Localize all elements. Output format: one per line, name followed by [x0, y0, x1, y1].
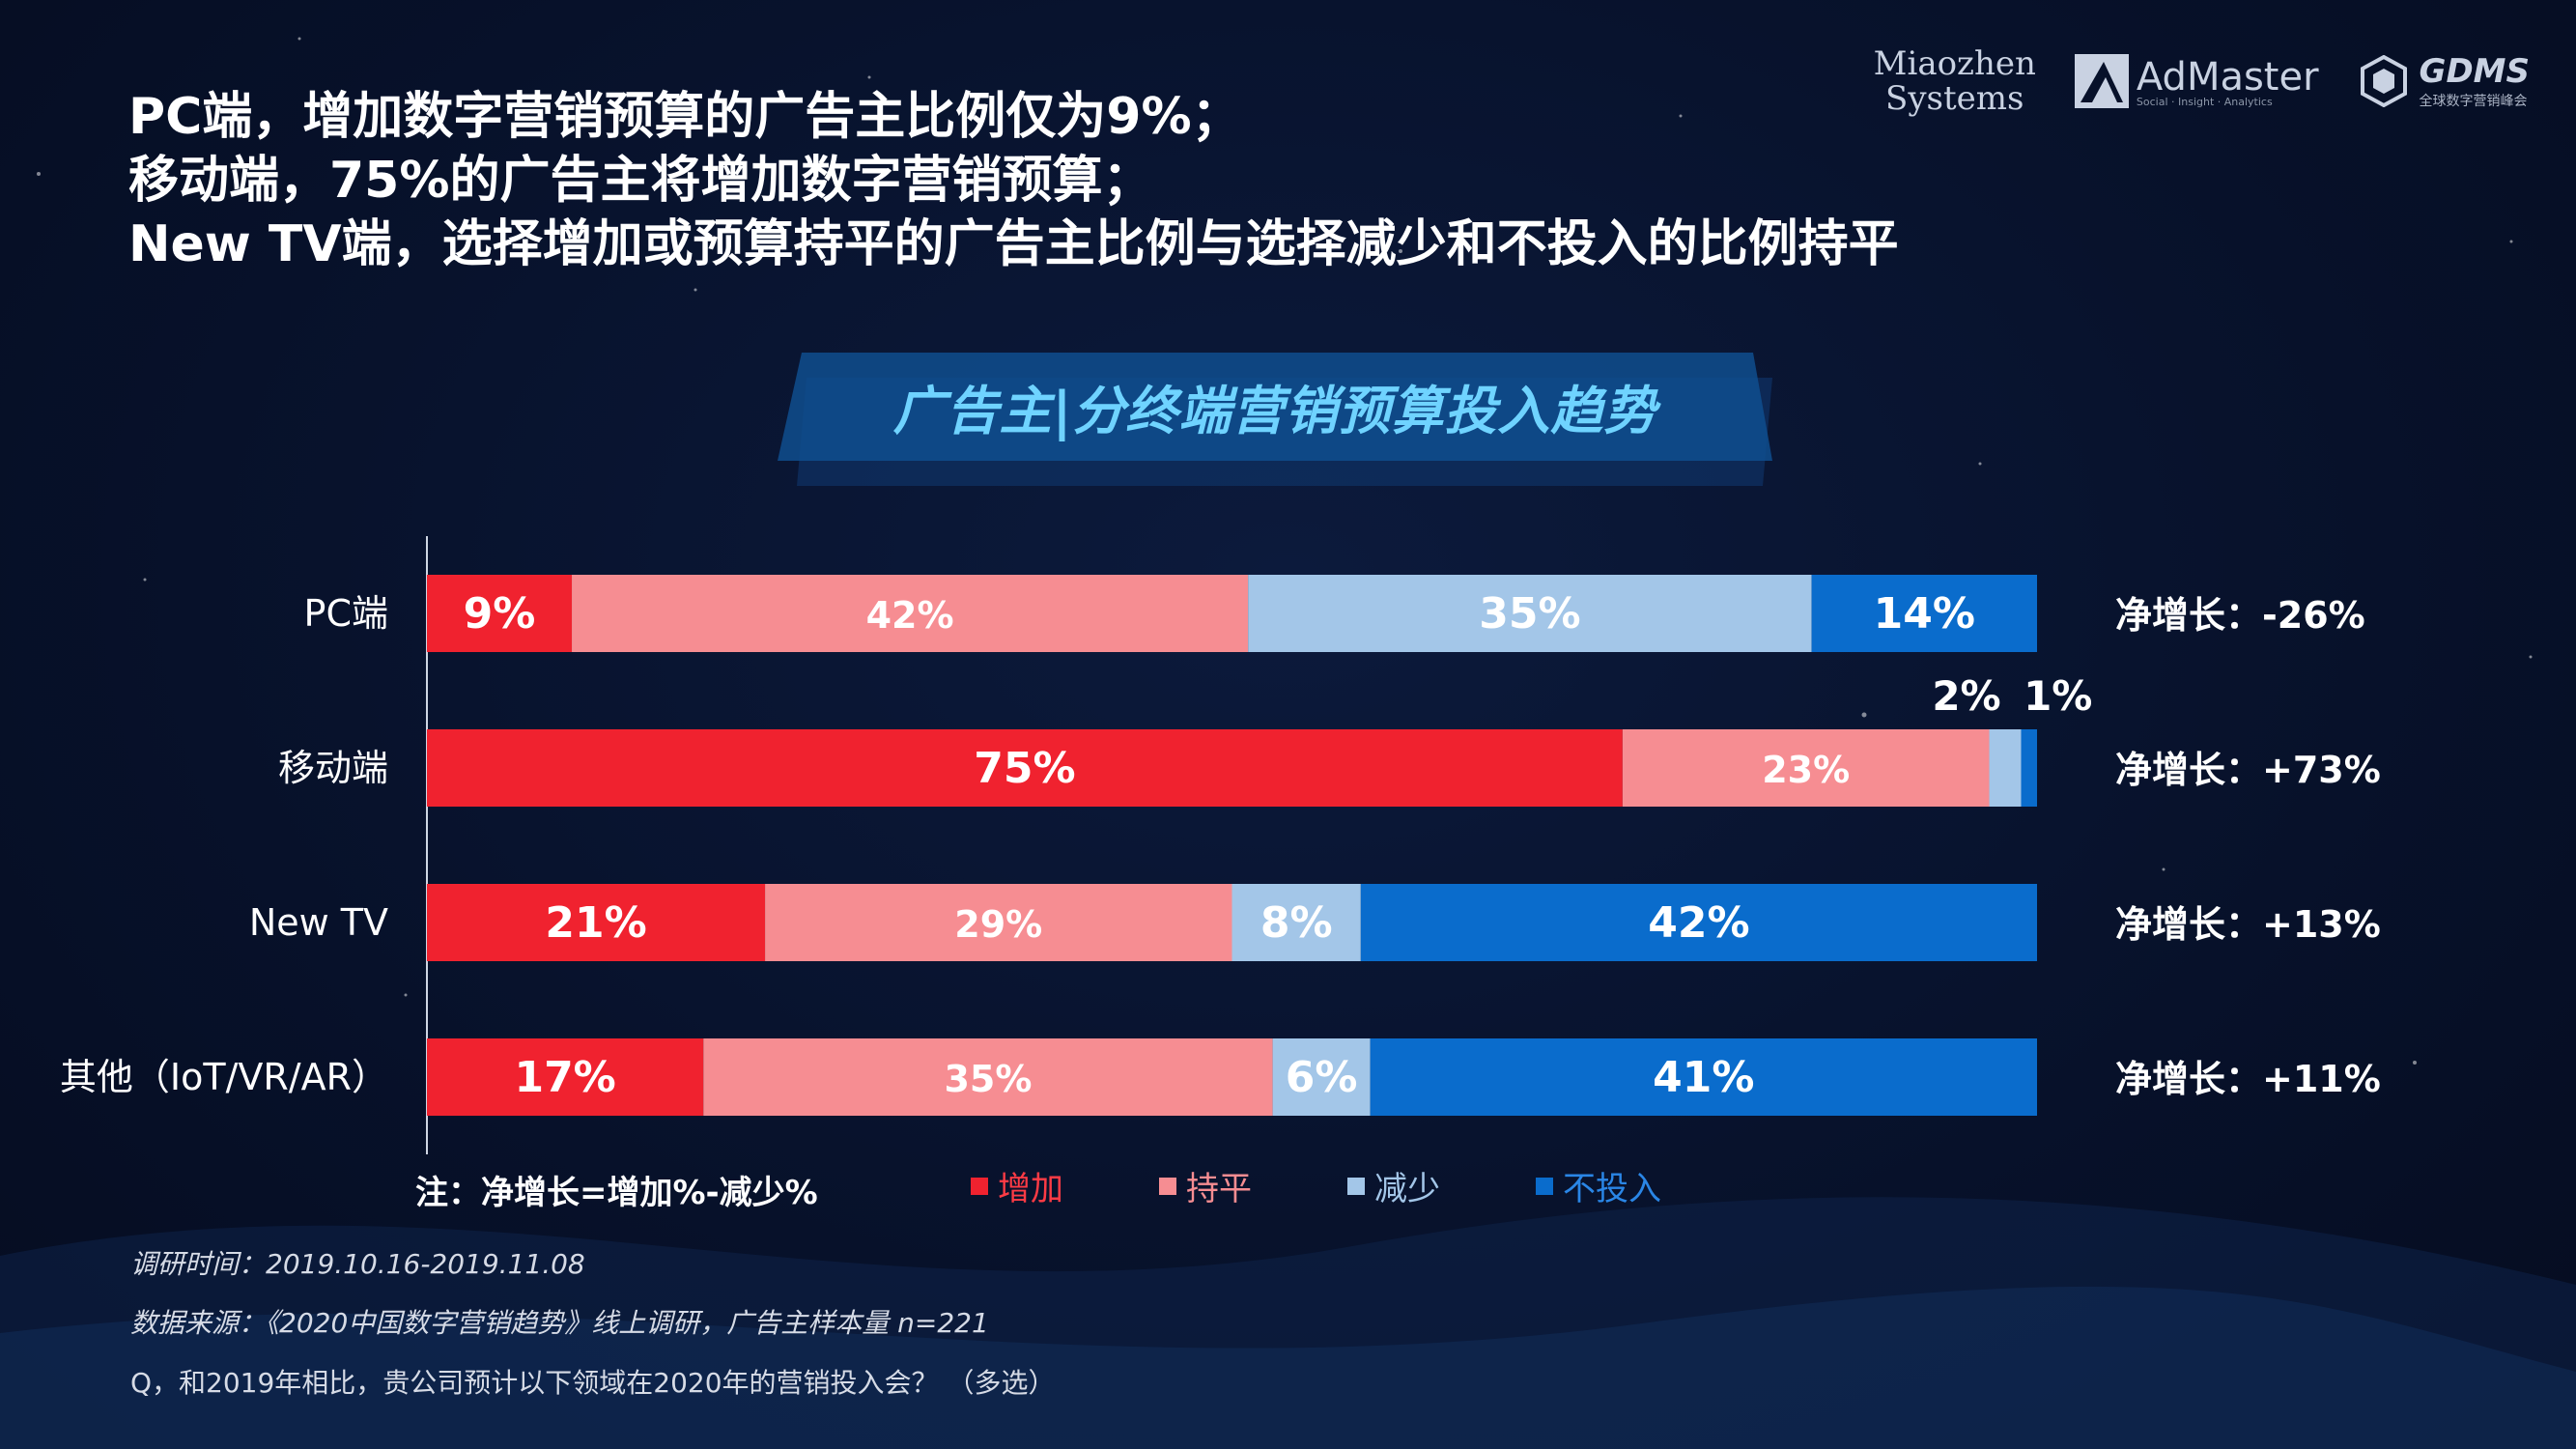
legend-label: 持平: [1186, 1170, 1252, 1208]
data-label: 14%: [1874, 589, 1975, 639]
bar-segment: [427, 884, 766, 961]
bar-segment: [703, 1038, 1273, 1116]
legend-swatch: [1536, 1177, 1553, 1195]
admaster-logo-sub: Social · Insight · Analytics: [2136, 95, 2273, 108]
bar-segment: [427, 1038, 704, 1116]
chart-title-banner: [778, 353, 1772, 486]
miaozhen-logo: Miaozhen Systems: [1874, 46, 2036, 116]
miaozhen-logo-line2: Systems: [1885, 79, 2024, 118]
net-growth-label: 净增长：-26%: [2115, 594, 2365, 637]
gdms-logo: GDMS 全球数字营销峰会: [2358, 52, 2530, 110]
data-label: 2%: [1932, 672, 2000, 720]
logo-bar: Miaozhen Systems AdMaster Social · Insig…: [1874, 46, 2530, 116]
admaster-logo: AdMaster Social · Insight · Analytics: [2074, 54, 2319, 108]
legend-swatch: [1159, 1177, 1176, 1195]
data-label: 1%: [2024, 672, 2092, 720]
legend-item: 持平: [1159, 1162, 1347, 1209]
legend-item: 减少: [1347, 1162, 1536, 1209]
gdms-logo-text: GDMS: [2419, 52, 2530, 91]
headline-line-1: PC端，增加数字营销预算的广告主比例仅为9%；: [128, 88, 1242, 146]
net-growth-label: 净增长：+13%: [2115, 903, 2381, 946]
bar-segment: [765, 884, 1232, 961]
category-label: New TV: [249, 901, 388, 944]
data-label: 21%: [545, 898, 646, 948]
footnote-data-source: 数据来源：《2020中国数字营销趋势》线上调研，广告主样本量 n=221: [130, 1307, 989, 1339]
data-label: 29%: [954, 903, 1042, 946]
bar-segment: [1360, 884, 2037, 961]
gdms-logo-sub: 全球数字营销峰会: [2419, 94, 2528, 109]
data-label: 42%: [866, 594, 954, 637]
legend-item: 增加: [971, 1162, 1159, 1209]
data-label: 17%: [514, 1053, 615, 1102]
bar-segment: [427, 729, 1623, 807]
net-growth-label: 净增长：+73%: [2115, 749, 2381, 791]
bar-segment: [2021, 729, 2037, 807]
bar-segment: [1811, 575, 2037, 652]
bar-segment: [1989, 729, 2022, 807]
category-label: 移动端: [278, 747, 388, 789]
data-label: 6%: [1286, 1053, 1358, 1102]
bar-segment: [1248, 575, 1812, 652]
net-growth-label: 净增长：+11%: [2115, 1058, 2381, 1100]
data-label: 9%: [464, 589, 536, 639]
data-label: 75%: [974, 744, 1075, 793]
bar-segment: [1622, 729, 1990, 807]
bar-segment: [572, 575, 1249, 652]
admaster-logo-text: AdMaster: [2136, 54, 2319, 99]
legend-label: 减少: [1374, 1170, 1440, 1208]
category-label: 其他（IoT/VR/AR）: [60, 1056, 388, 1098]
bar-segment: [1272, 1038, 1371, 1116]
data-label: 23%: [1762, 749, 1850, 791]
data-label: 41%: [1653, 1053, 1754, 1102]
legend-item: 不投入: [1536, 1162, 1724, 1209]
bar-segment: [427, 575, 573, 652]
legend-label: 增加: [998, 1170, 1063, 1208]
category-label: PC端: [304, 592, 388, 635]
gdms-mark-icon: [2360, 55, 2407, 107]
bar-segment: [1370, 1038, 2037, 1116]
headline-line-3: New TV端，选择增加或预算持平的广告主比例与选择减少和不投入的比例持平: [128, 215, 1899, 273]
legend-swatch: [1347, 1177, 1365, 1195]
footnote-survey-time: 调研时间：2019.10.16-2019.11.08: [130, 1248, 585, 1280]
net-growth-note: 注：净增长=增加%-减少%: [415, 1174, 818, 1212]
headline: PC端，增加数字营销预算的广告主比例仅为9%； 移动端，75%的广告主将增加数字…: [128, 85, 1899, 276]
admaster-mark-icon: [2074, 54, 2129, 108]
data-label: 42%: [1648, 898, 1749, 948]
miaozhen-logo-line1: Miaozhen: [1873, 44, 2036, 83]
headline-line-2: 移动端，75%的广告主将增加数字营销预算；: [128, 152, 1153, 210]
data-label: 35%: [944, 1058, 1032, 1100]
legend-label: 不投入: [1563, 1170, 1661, 1208]
chart-title: 广告主|分终端营销预算投入趋势: [892, 380, 1657, 441]
footnote-question: Q，和2019年相比，贵公司预计以下领域在2020年的营销投入会？ （多选）: [130, 1367, 1056, 1399]
bar-segment: [1231, 884, 1361, 961]
legend-swatch: [971, 1177, 988, 1195]
data-label: 8%: [1260, 898, 1333, 948]
data-label: 35%: [1479, 589, 1580, 639]
chart-legend: 增加 持平 减少 不投入: [971, 1162, 1724, 1209]
